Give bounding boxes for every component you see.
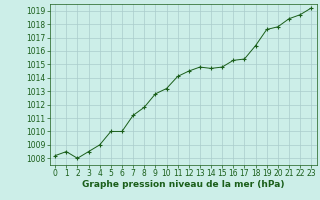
X-axis label: Graphe pression niveau de la mer (hPa): Graphe pression niveau de la mer (hPa): [82, 180, 284, 189]
